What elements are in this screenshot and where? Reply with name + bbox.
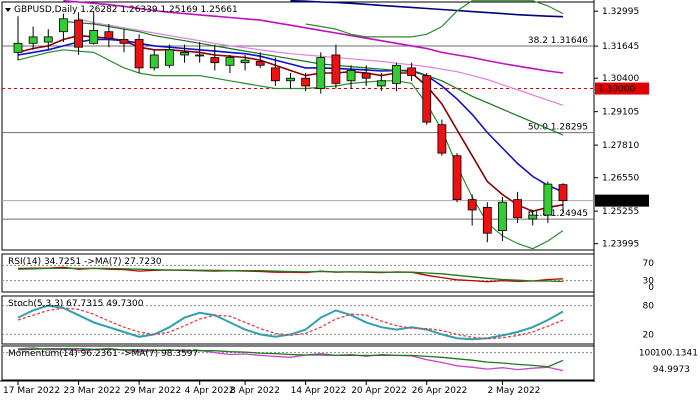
ma-line-4 — [63, 0, 564, 74]
current-price-tag — [595, 194, 649, 207]
indicator-line-2-0 — [17, 304, 564, 341]
ma-line-0 — [17, 34, 564, 213]
candle-body — [513, 199, 522, 219]
candle-body — [134, 39, 144, 69]
ma-line-5 — [290, 0, 564, 18]
candle-body — [528, 214, 538, 220]
candle-body — [43, 36, 53, 43]
y-tick-label: 1.23995 — [602, 240, 639, 250]
indicator-title-3: Momentum(14) 96.2361 ->MA(7) 98.3597 — [8, 349, 198, 359]
y-tick-label: 1.32995 — [602, 7, 639, 17]
pivot-level-tag — [595, 82, 649, 95]
candle-body — [74, 19, 83, 48]
candle-body — [164, 49, 174, 66]
candle-body — [180, 51, 189, 56]
candle-body — [28, 36, 38, 44]
candle-body — [543, 183, 553, 216]
candle-body — [104, 31, 114, 39]
mom-axis-label: 100 — [639, 349, 656, 359]
rsi-axis-label: 0 — [648, 283, 654, 293]
y-tick-label: 1.29105 — [602, 108, 639, 118]
candle-body — [270, 67, 280, 82]
candle-body — [13, 42, 23, 53]
candle-body — [210, 57, 220, 64]
current-price-label: 1.25661 — [598, 197, 635, 207]
candle-body — [240, 59, 250, 64]
y-tick-label: 1.26550 — [602, 174, 639, 184]
chart-title: GBPUSD,Daily 1.26282 1.26339 1.25169 1.2… — [14, 5, 238, 15]
candle-body — [119, 39, 129, 44]
indicator-line-1-1 — [17, 267, 564, 283]
rsi-axis-label: 70 — [643, 259, 655, 269]
pivot-level-label: 1.30000 — [598, 85, 635, 95]
y-tick-label: 1.27810 — [602, 141, 639, 151]
candle-body — [316, 57, 326, 89]
candle-body — [437, 124, 447, 154]
rsi-axis-label: 30 — [643, 277, 655, 287]
candle-body — [346, 70, 356, 82]
x-tick-label: 4 Apr 2022 — [185, 386, 235, 396]
candle-body — [392, 64, 401, 84]
candle-body — [195, 54, 205, 57]
candle-body — [89, 30, 99, 44]
candle-body — [59, 18, 68, 33]
candle-body — [149, 54, 159, 69]
indicator-line-2-1 — [17, 307, 564, 340]
x-tick-label: 2 May 2022 — [487, 386, 540, 396]
fib-level-label: 38.2 1.31646 — [528, 36, 588, 46]
ma-line-6 — [305, 0, 564, 38]
candle-body — [376, 80, 386, 87]
ma-line-2 — [63, 20, 564, 136]
candle-body — [422, 75, 432, 123]
x-tick-label: 20 Apr 2022 — [351, 386, 407, 396]
candle-body — [331, 54, 341, 84]
indicator-title-2: Stoch(5,3,3) 67.7315 49.7300 — [8, 299, 144, 309]
candle-body — [286, 77, 295, 82]
mom-axis-label: 100.1341 — [655, 349, 698, 359]
indicator-line-3-1 — [17, 348, 564, 368]
fib-level-label: 61.8 1.24945 — [528, 209, 588, 219]
candle-body — [482, 206, 492, 234]
x-tick-label: 14 Apr 2022 — [291, 386, 347, 396]
indicator-line-1-0 — [17, 266, 564, 283]
candle-body — [498, 201, 507, 232]
candle-body — [301, 77, 311, 87]
y-tick-label: 1.31645 — [602, 42, 639, 52]
candle-body — [255, 61, 265, 66]
title-arrow-icon — [5, 8, 11, 12]
stoch-axis-label: 80 — [643, 302, 655, 312]
x-tick-label: 26 Apr 2022 — [412, 386, 468, 396]
x-tick-label: 17 Mar 2022 — [3, 386, 60, 396]
y-tick-label: 1.30400 — [602, 74, 639, 84]
mom-axis-label: 94.9973 — [653, 365, 690, 375]
x-tick-label: 23 Mar 2022 — [64, 386, 121, 396]
indicator-title-1: RSI(14) 34.7251 ->MA(7) 27.7230 — [8, 257, 162, 267]
ma-line-1 — [17, 38, 564, 193]
stoch-axis-label: 20 — [643, 330, 655, 340]
candle-body — [558, 184, 568, 202]
fib-level-label: 50.0 1.28295 — [528, 123, 588, 133]
candle-body — [361, 72, 371, 79]
candle-body — [407, 67, 417, 77]
x-tick-label: 8 Apr 2022 — [230, 386, 280, 396]
candle-body — [225, 57, 235, 66]
candle-body — [452, 155, 462, 201]
x-tick-label: 29 Mar 2022 — [124, 386, 181, 396]
indicator-line-3-0 — [17, 347, 564, 372]
y-tick-label: 1.25255 — [602, 207, 639, 217]
candle-body — [467, 199, 477, 211]
